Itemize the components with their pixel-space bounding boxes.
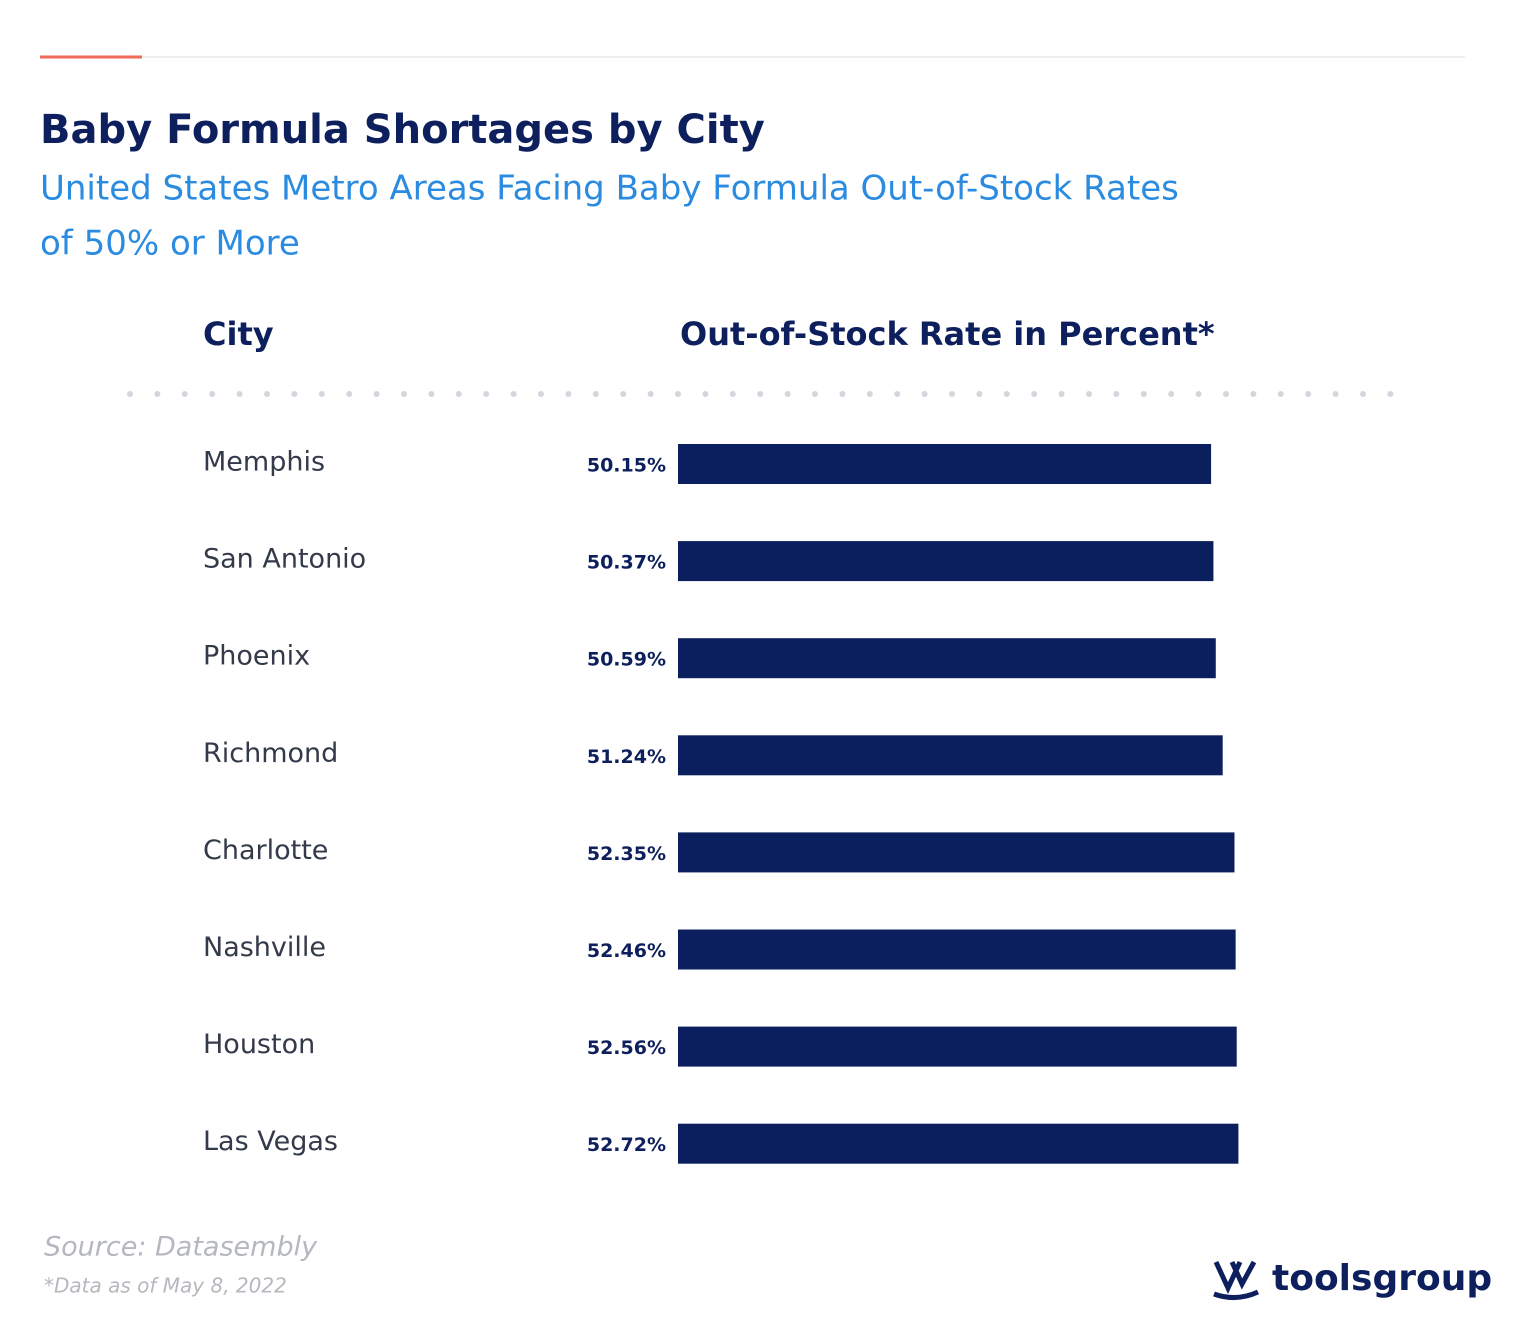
category-label: Houston: [203, 1029, 315, 1060]
bar: [678, 929, 1236, 970]
category-label: Phoenix: [203, 641, 310, 672]
bar: [678, 735, 1223, 776]
category-label: Memphis: [203, 447, 325, 478]
source: Source: Datasembly: [44, 1232, 318, 1263]
category-label: Las Vegas: [203, 1126, 338, 1157]
value-label: 52.72%: [587, 1134, 666, 1156]
value-label: 52.46%: [587, 940, 666, 962]
chart-subtitle: United States Metro Areas Facing Baby Fo…: [40, 169, 1179, 209]
logo: toolsgroup: [1213, 1258, 1492, 1300]
value-label: 50.15%: [587, 455, 666, 477]
bar: [678, 1123, 1239, 1164]
category-label: Charlotte: [203, 835, 328, 866]
bar: [678, 444, 1212, 484]
value-label: 52.35%: [587, 843, 666, 865]
bar: [678, 832, 1235, 873]
value-label: 52.56%: [587, 1037, 666, 1059]
value-label: 51.24%: [587, 746, 666, 768]
bar: [678, 1026, 1237, 1067]
column-header: City: [203, 315, 274, 353]
value-label: 50.37%: [587, 552, 666, 574]
value-label: 50.59%: [587, 649, 666, 671]
chart-subtitle: of 50% or More: [40, 224, 300, 264]
category-label: San Antonio: [203, 544, 366, 575]
logo-text: toolsgroup: [1272, 1258, 1492, 1299]
bar: [678, 541, 1214, 582]
category-label: Nashville: [203, 932, 326, 963]
category-label: Richmond: [203, 738, 338, 769]
logo-mark: [1213, 1260, 1260, 1300]
footnote: *Data as of May 8, 2022: [44, 1274, 287, 1298]
column-header: Out-of-Stock Rate in Percent*: [680, 315, 1215, 353]
chart-title: Baby Formula Shortages by City: [40, 107, 765, 153]
bar: [678, 638, 1216, 679]
